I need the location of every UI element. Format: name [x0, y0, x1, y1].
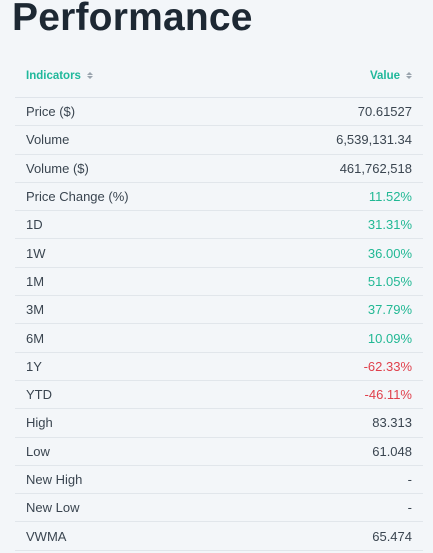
indicator-label: Price ($): [26, 104, 76, 120]
indicator-value: 83.313: [372, 415, 412, 431]
indicators-header-label: Indicators: [26, 69, 81, 82]
table-row: New High -: [15, 466, 423, 495]
indicator-label: 3M: [26, 302, 45, 318]
indicator-value: -46.11%: [364, 387, 412, 403]
table-row: Price ($) 70.61527: [15, 98, 423, 127]
table-row: Volume 6,539,131.34: [15, 126, 423, 155]
indicator-value: 37.79%: [367, 302, 412, 318]
indicators-column-header[interactable]: Indicators: [26, 70, 93, 82]
indicator-label: 1Y: [26, 358, 42, 374]
table-row: Volume ($) 461,762,518: [15, 155, 423, 183]
indicator-label: YTD: [26, 387, 52, 403]
indicator-value: 70.61527: [357, 104, 412, 120]
indicator-label: New High: [26, 472, 83, 487]
indicator-label: High: [26, 415, 53, 431]
indicator-value: -: [407, 500, 412, 516]
indicator-label: Low: [26, 443, 50, 459]
indicator-value: -62.33%: [363, 358, 412, 374]
table-row: 6M 10.09%: [15, 324, 423, 353]
sort-icon[interactable]: [86, 72, 93, 79]
indicator-label: Volume ($): [26, 160, 89, 176]
sort-icon[interactable]: [406, 72, 412, 79]
indicator-label: Volume: [26, 132, 70, 148]
indicator-value: 31.31%: [367, 217, 412, 233]
indicator-value: 61.048: [372, 443, 412, 459]
table-row: 3M 37.79%: [15, 296, 423, 325]
indicator-value: 51.05%: [367, 273, 412, 289]
value-header-label: Value: [369, 69, 400, 82]
indicator-label: Price Change (%): [26, 189, 129, 205]
indicator-label: VWMA: [26, 528, 67, 544]
page-title: Performance: [12, 0, 253, 39]
indicator-value: 6,539,131.34: [336, 132, 412, 148]
table-row: 1M 51.05%: [15, 268, 423, 297]
indicator-label: 6M: [26, 330, 45, 346]
indicator-label: 1D: [26, 217, 43, 233]
table-row: YTD -46.11%: [15, 381, 423, 410]
value-column-header[interactable]: Value: [370, 70, 412, 82]
indicator-value: 10.09%: [367, 330, 412, 346]
table-row: 1W 36.00%: [15, 239, 423, 268]
table-row: Low 61.048: [15, 438, 423, 466]
table-row: New Low -: [15, 494, 423, 523]
table-row: High 83.313: [15, 409, 423, 438]
indicator-value: -: [407, 472, 412, 487]
indicator-label: New Low: [26, 500, 80, 516]
indicator-label: 1M: [26, 273, 45, 289]
table-row: 1D 31.31%: [15, 211, 423, 240]
indicator-value: 65.474: [372, 528, 412, 544]
table-header: Indicators Value: [15, 54, 423, 98]
indicator-value: 11.52%: [368, 189, 412, 205]
indicator-value: 36.00%: [367, 245, 412, 261]
table-row: 1Y -62.33%: [15, 353, 423, 381]
performance-table: Indicators Value Price ($) 70.61527 Volume…: [15, 54, 423, 551]
table-body: Price ($) 70.61527 Volume 6,539,131.34 Volum…: [15, 98, 423, 551]
indicator-value: 461,762,518: [339, 160, 412, 176]
table-row: VWMA 65.474: [15, 522, 423, 551]
table-row: Price Change (%) 11.52%: [15, 183, 423, 212]
indicator-label: 1W: [26, 245, 46, 261]
